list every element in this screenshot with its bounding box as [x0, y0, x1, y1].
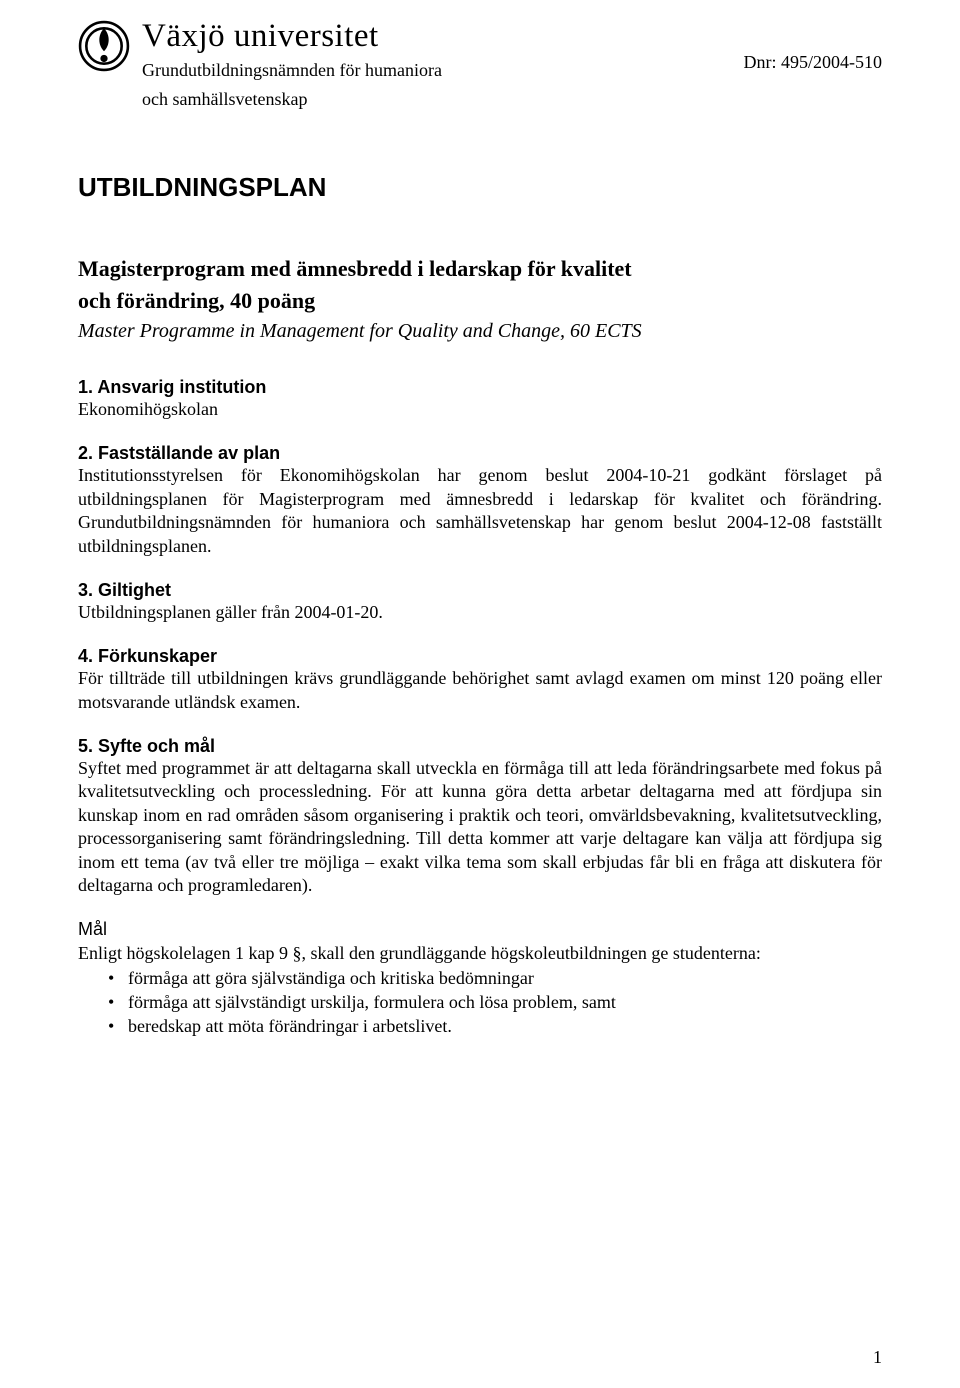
mal-heading: Mål [78, 919, 882, 940]
section-5-body: Syftet med programmet är att deltagarna … [78, 757, 882, 897]
section-1: 1. Ansvarig institution Ekonomihögskolan [78, 377, 882, 421]
mal-bullet-item: förmåga att självständigt urskilja, form… [108, 990, 882, 1014]
section-3-heading: 3. Giltighet [78, 580, 882, 601]
university-name: Växjö universitet [142, 20, 442, 53]
section-4-heading: 4. Förkunskaper [78, 646, 882, 667]
section-2: 2. Fastställande av plan Institutionssty… [78, 443, 882, 558]
section-2-body: Institutionsstyrelsen för Ekonomihögskol… [78, 464, 882, 558]
main-title: UTBILDNINGSPLAN [78, 172, 882, 203]
university-logo-icon [78, 20, 130, 72]
section-4: 4. Förkunskaper För tillträde till utbil… [78, 646, 882, 714]
logo-text-wrap: Växjö universitet Grundutbildningsnämnde… [142, 20, 442, 112]
section-5: 5. Syfte och mål Syftet med programmet ä… [78, 736, 882, 897]
program-title-block: Magisterprogram med ämnesbredd i ledarsk… [78, 255, 882, 343]
document-number: Dnr: 495/2004-510 [744, 52, 883, 73]
section-1-body: Ekonomihögskolan [78, 398, 882, 421]
mal-intro: Enligt högskolelagen 1 kap 9 §, skall de… [78, 942, 882, 965]
mal-bullet-item: beredskap att möta förändringar i arbets… [108, 1014, 882, 1038]
department-line1: Grundutbildningsnämnden för humaniora [142, 59, 442, 82]
mal-bullet-list: förmåga att göra självständiga och kriti… [78, 966, 882, 1039]
logo-block: Växjö universitet Grundutbildningsnämnde… [78, 20, 442, 112]
section-3: 3. Giltighet Utbildningsplanen gäller fr… [78, 580, 882, 624]
mal-section: Mål Enligt högskolelagen 1 kap 9 §, skal… [78, 919, 882, 1038]
program-title-line2: och förändring, 40 poäng [78, 287, 882, 316]
program-subtitle: Master Programme in Management for Quali… [78, 320, 882, 343]
program-title-line1: Magisterprogram med ämnesbredd i ledarsk… [78, 255, 882, 284]
section-2-heading: 2. Fastställande av plan [78, 443, 882, 464]
department-line2: och samhällsvetenskap [142, 88, 442, 111]
section-4-body: För tillträde till utbildningen krävs gr… [78, 667, 882, 714]
document-header: Växjö universitet Grundutbildningsnämnde… [78, 20, 882, 112]
page-number: 1 [873, 1347, 882, 1368]
section-3-body: Utbildningsplanen gäller från 2004-01-20… [78, 601, 882, 624]
section-5-heading: 5. Syfte och mål [78, 736, 882, 757]
section-1-heading: 1. Ansvarig institution [78, 377, 882, 398]
mal-bullet-item: förmåga att göra självständiga och kriti… [108, 966, 882, 990]
